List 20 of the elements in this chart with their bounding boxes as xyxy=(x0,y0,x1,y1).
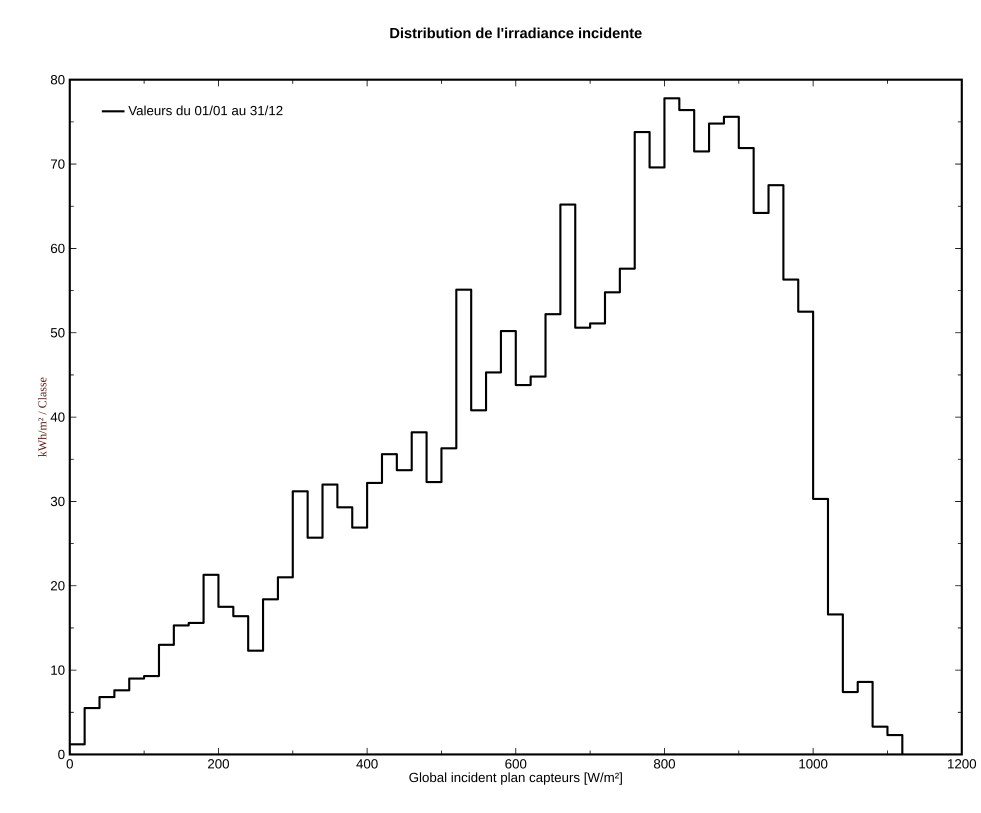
y-tick-label: 70 xyxy=(50,159,65,169)
y-tick-label: 50 xyxy=(50,328,65,338)
x-axis-title: Global incident plan capteurs [W/m²] xyxy=(409,772,622,785)
x-tick-label: 0 xyxy=(66,759,73,768)
x-tick-label: 1000 xyxy=(799,759,828,768)
x-tick-label: 800 xyxy=(654,759,676,768)
legend-label: Valeurs du 01/01 au 31/12 xyxy=(128,105,282,116)
x-tick-label: 200 xyxy=(208,759,230,768)
y-tick-label: 80 xyxy=(50,74,65,84)
y-axis-title: kWh/m² / Classe xyxy=(38,377,46,457)
y-tick-label: 20 xyxy=(50,580,65,590)
y-tick-label: 60 xyxy=(50,244,65,253)
y-tick-label: 40 xyxy=(50,412,65,422)
x-tick-label: 400 xyxy=(356,759,378,768)
chart-title: Distribution de l'irradiance incidente xyxy=(390,27,642,38)
y-tick-label: 10 xyxy=(51,665,65,675)
y-tick-label: 30 xyxy=(50,496,65,506)
x-tick-label: 1200 xyxy=(948,759,976,768)
y-tick-label: 0 xyxy=(58,750,65,760)
x-tick-label: 600 xyxy=(505,759,526,768)
